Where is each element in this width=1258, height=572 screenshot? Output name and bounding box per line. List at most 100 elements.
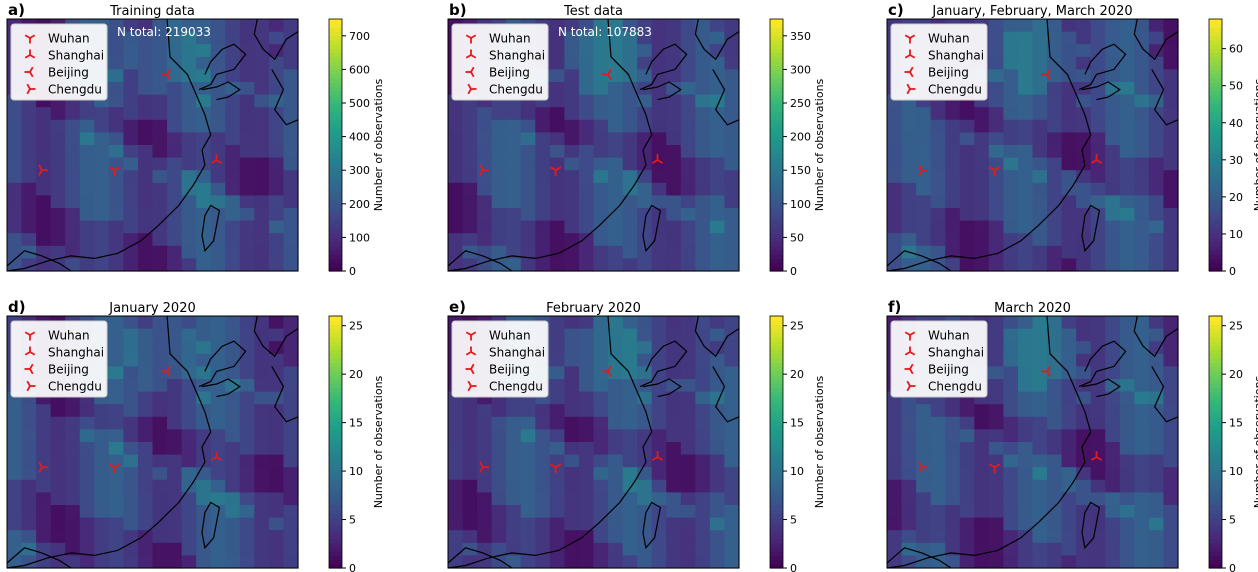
heatmap-cell (108, 379, 124, 393)
colorbar-segment (770, 383, 783, 388)
heatmap-cell (1163, 258, 1179, 272)
heatmap-cell (608, 157, 624, 171)
city-marker-beijing-arm (1046, 370, 1051, 378)
heatmap-cell (622, 82, 638, 96)
heatmap-cell (916, 233, 932, 247)
heatmap-cell (79, 467, 95, 481)
heatmap-cell (1134, 479, 1150, 493)
heatmap-cell (593, 366, 609, 380)
heatmap-cell (1090, 479, 1106, 493)
heatmap-cell (36, 416, 52, 430)
heatmap-cell (593, 258, 609, 272)
heatmap-cell (1032, 233, 1048, 247)
heatmap-cell (210, 442, 226, 456)
colorbar-segment (329, 90, 342, 96)
heatmap-cell (1090, 542, 1106, 556)
heatmap-cell (578, 157, 595, 171)
heatmap-cell (695, 479, 711, 493)
colorbar-segment (329, 488, 342, 493)
heatmap-cell (239, 233, 255, 247)
colorbar-segment (770, 429, 783, 435)
colorbar-segment (1209, 387, 1222, 393)
heatmap-cell (1076, 182, 1092, 196)
legend-marker-chengdu (467, 380, 477, 392)
heatmap-cell (1134, 220, 1150, 234)
heatmap-cell (959, 404, 975, 418)
heatmap-cell (637, 530, 653, 544)
heatmap-cell (108, 542, 124, 556)
heatmap-cell (239, 208, 255, 222)
heatmap-cell (283, 341, 299, 355)
heatmap-cell (448, 517, 464, 531)
colorbar-segment (329, 212, 342, 217)
heatmap-cell (593, 44, 609, 58)
coastline (271, 366, 299, 423)
heatmap-cell (1090, 94, 1106, 108)
heatmap-cell (1134, 442, 1150, 456)
colorbar-segment (1209, 450, 1222, 456)
heatmap-cell (1105, 542, 1121, 556)
heatmap-cell (974, 442, 990, 456)
heatmap-cell (593, 328, 609, 342)
heatmap-cell (181, 379, 197, 393)
heatmap-cell (1105, 170, 1121, 184)
heatmap-cell (1119, 416, 1135, 430)
heatmap-cell (608, 328, 624, 342)
heatmap-cell (225, 328, 241, 342)
heatmap-cell (1076, 107, 1092, 121)
colorbar-segment (1209, 233, 1222, 238)
colorbar-segment (1209, 115, 1222, 121)
heatmap-cell (137, 404, 154, 418)
colorbar-tick-label: 300 (349, 164, 370, 177)
heatmap-cell (1032, 517, 1048, 531)
heatmap-cell (1017, 94, 1034, 108)
heatmap-cell (608, 442, 624, 456)
colorbar-segment (329, 425, 342, 430)
heatmap-cell (152, 195, 168, 209)
heatmap-cell (108, 366, 124, 380)
heatmap-cell (167, 467, 183, 481)
heatmap-cell (1017, 479, 1034, 493)
heatmap-cell (901, 492, 917, 506)
heatmap-cell (283, 442, 299, 456)
heatmap-cell (724, 555, 740, 569)
heatmap-cell (1003, 454, 1019, 468)
heatmap-cell (666, 467, 682, 481)
heatmap-cell (50, 208, 66, 222)
heatmap-cell (1017, 182, 1034, 196)
heatmap-cell (108, 517, 124, 531)
heatmap-cell (578, 316, 595, 330)
colorbar-segment (329, 161, 342, 167)
heatmap-cell (239, 517, 255, 531)
colorbar-segment (1209, 400, 1222, 405)
heatmap-cell (167, 442, 183, 456)
heatmap-cell (65, 442, 81, 456)
heatmap-cell (1105, 132, 1121, 146)
heatmap-cell (724, 391, 740, 405)
heatmap-cell (549, 454, 565, 468)
legend-marker-shanghai-arm (470, 54, 477, 59)
heatmap-cell (79, 258, 95, 272)
heatmap-cell (65, 479, 81, 493)
heatmap-cell (680, 132, 696, 146)
heatmap-cell (608, 195, 624, 209)
heatmap-cell (959, 220, 975, 234)
city-marker-wuhan (109, 463, 121, 474)
heatmap-cell (695, 245, 711, 259)
heatmap-cell (695, 69, 711, 83)
colorbar-segment (1209, 517, 1222, 523)
heatmap-cell (225, 442, 241, 456)
city-marker-shanghai-arm (210, 456, 217, 461)
colorbar-segment (329, 86, 342, 91)
heatmap-cell (666, 391, 682, 405)
colorbar-tick-label: 5 (1229, 514, 1236, 527)
colorbar-segment (770, 31, 783, 37)
legend-label-wuhan: Wuhan (48, 32, 90, 46)
heatmap-cell (448, 479, 464, 493)
heatmap-cell (123, 391, 139, 405)
city-marker-beijing-arm (166, 73, 171, 81)
heatmap-cell (123, 94, 139, 108)
heatmap-cell (695, 404, 711, 418)
heatmap-cell (1163, 530, 1179, 544)
heatmap-cell (268, 542, 285, 556)
